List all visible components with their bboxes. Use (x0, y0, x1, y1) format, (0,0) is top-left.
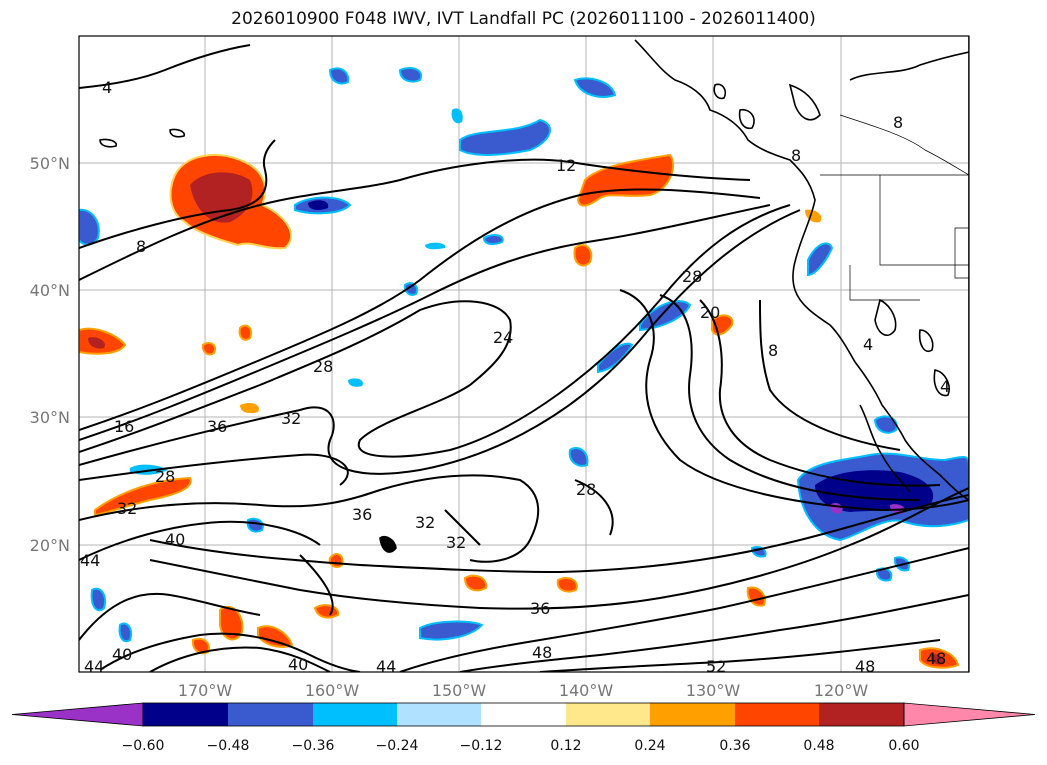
map-title: 2026010900 F048 IWV, IVT Landfall PC (20… (231, 9, 816, 29)
contour-label: 4 (863, 335, 873, 354)
colorbar-swatch (143, 703, 228, 726)
colorbar-swatch (566, 703, 650, 726)
contour-label: 4 (940, 377, 950, 396)
iwv-negative-anomalies (79, 67, 969, 643)
lat-label: 20°N (30, 536, 70, 555)
contour-label: 12 (556, 156, 576, 175)
colorbar-tick-label: −0.12 (460, 738, 503, 754)
ivt-contours (79, 44, 969, 672)
contour-label: 44 (376, 657, 396, 676)
coastlines (99, 36, 969, 672)
borders (820, 114, 969, 301)
latitude-labels: 50°N 40°N 30°N 20°N (30, 154, 70, 555)
contour-label: 44 (80, 551, 100, 570)
lon-label: 120°W (814, 681, 869, 700)
contour-label: 48 (532, 643, 552, 662)
map-frame (78, 35, 970, 673)
lon-label: 140°W (559, 681, 614, 700)
colorbar-swatch (397, 703, 481, 726)
contour-label: 36 (352, 505, 372, 524)
lon-label: 130°W (686, 681, 741, 700)
colorbar-tick-label: 0.36 (719, 738, 750, 754)
lon-label: 160°W (305, 681, 360, 700)
contour-label: 16 (114, 417, 134, 436)
colorbar-extend-min (11, 702, 144, 727)
colorbar-tick-label: −0.24 (376, 738, 419, 754)
contour-label: 20 (700, 303, 720, 322)
colorbar-swatch (650, 703, 735, 726)
lat-label: 50°N (30, 154, 70, 173)
contour-label: 24 (493, 328, 513, 347)
contour-label: 40 (288, 655, 308, 674)
iwv-positive-anomalies (79, 153, 960, 669)
contour-label: 40 (112, 645, 132, 664)
lon-label: 150°W (432, 681, 487, 700)
contour-label: 44 (84, 657, 104, 676)
colorbar: −0.60 −0.48 −0.36 −0.24 −0.12 0.12 0.24 … (11, 702, 1036, 754)
lat-label: 40°N (30, 281, 70, 300)
colorbar-extend-max (903, 702, 1036, 727)
longitude-labels: 170°W 160°W 150°W 140°W 130°W 120°W (178, 681, 869, 700)
contour-label: 8 (791, 146, 801, 165)
contour-label: 40 (165, 530, 185, 549)
contour-label: 48 (855, 657, 875, 676)
contour-label: 32 (446, 533, 466, 552)
colorbar-swatch (735, 703, 819, 726)
lon-label: 170°W (178, 681, 233, 700)
contour-label: 36 (530, 599, 550, 618)
colorbar-swatch (313, 703, 397, 726)
lat-label: 30°N (30, 408, 70, 427)
contour-label: 28 (682, 267, 702, 286)
contour-label: 28 (313, 357, 333, 376)
colorbar-tick-label: −0.60 (122, 738, 165, 754)
contour-label: 28 (155, 467, 175, 486)
contour-label: 4 (102, 78, 112, 97)
contour-label: 8 (136, 237, 146, 256)
contour-label: 32 (117, 499, 137, 518)
contour-label: 28 (576, 480, 596, 499)
contour-label: 8 (768, 341, 778, 360)
colorbar-tick-label: −0.48 (207, 738, 250, 754)
colorbar-tick-label: 0.24 (634, 738, 665, 754)
contour-label: 48 (926, 649, 946, 668)
colorbar-tick-label: −0.36 (292, 738, 335, 754)
colorbar-tick-label: 0.48 (803, 738, 834, 754)
colorbar-tick-label: 0.12 (550, 738, 581, 754)
colorbar-swatch (481, 703, 566, 726)
colorbar-tick-label: 0.60 (888, 738, 919, 754)
colorbar-swatch (228, 703, 313, 726)
contour-labels: 4 8 12 8 16 36 32 28 24 28 20 8 4 4 28 3… (80, 78, 950, 676)
colorbar-swatch (819, 703, 904, 726)
contour-label: 52 (706, 657, 726, 676)
contour-label: 36 (207, 417, 227, 436)
contour-label: 32 (281, 409, 301, 428)
contour-label: 32 (415, 513, 435, 532)
contour-label: 8 (893, 113, 903, 132)
